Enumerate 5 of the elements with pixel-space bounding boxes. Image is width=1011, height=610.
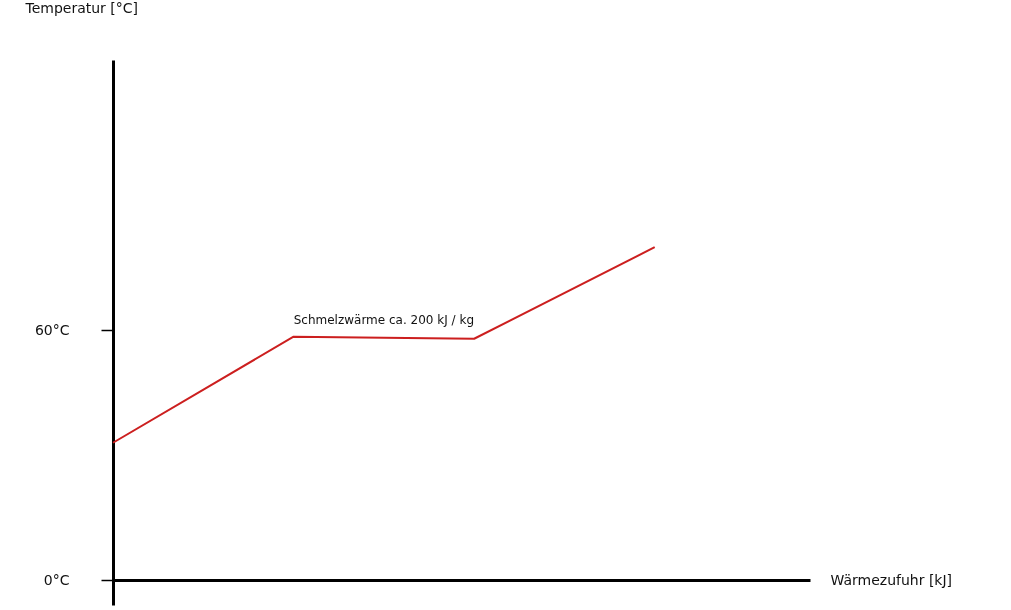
y-tick-label: 0°C [43,571,70,588]
y-tick-label: 60°C [34,321,70,338]
x-axis-title: Wärmezufuhr [kJ] [830,571,953,588]
y-axis-title: Temperatur [°C] [24,0,139,16]
annotation: Schmelzwärme ca. 200 kJ / kg [293,312,475,327]
